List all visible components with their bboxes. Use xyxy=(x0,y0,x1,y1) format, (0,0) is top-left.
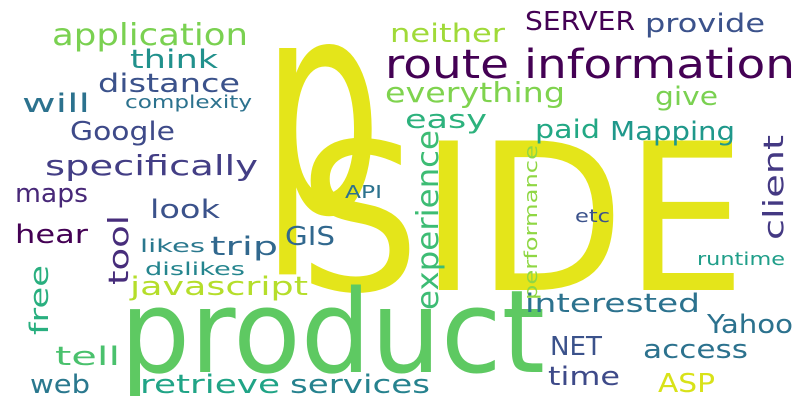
word: ASP xyxy=(658,369,715,399)
word: complexity xyxy=(125,92,252,113)
word: NET xyxy=(550,332,602,362)
word: maps xyxy=(15,179,88,209)
word: GIS xyxy=(285,222,335,252)
word: retrieve xyxy=(140,370,280,400)
word: tool xyxy=(102,215,135,285)
word: performance xyxy=(521,145,542,300)
word: will xyxy=(22,89,90,119)
word: distance xyxy=(98,69,240,99)
word: time xyxy=(548,362,620,392)
word: runtime xyxy=(697,249,785,270)
word: access xyxy=(643,335,748,365)
word: Google xyxy=(70,117,175,147)
word: Yahoo xyxy=(706,310,793,340)
word: everything xyxy=(385,76,565,109)
word: javascript xyxy=(129,272,308,302)
word: specifically xyxy=(45,149,258,182)
word: paid xyxy=(535,115,600,145)
word: client xyxy=(757,135,790,240)
word: route information xyxy=(385,42,795,88)
word: Mapping xyxy=(610,117,735,147)
word: product xyxy=(120,266,545,400)
word: hear xyxy=(15,220,88,250)
word: API xyxy=(345,182,382,203)
word: interested xyxy=(525,289,700,319)
word: give xyxy=(655,82,718,112)
word: trip xyxy=(210,232,278,262)
word: web xyxy=(30,370,90,400)
word: neither xyxy=(390,19,505,49)
word: services xyxy=(290,370,430,400)
word: SIDE xyxy=(298,101,746,339)
word: application xyxy=(52,18,248,53)
word: SERVER xyxy=(525,7,635,37)
word: think xyxy=(130,45,218,75)
word: free xyxy=(25,265,55,335)
word: easy xyxy=(405,105,487,135)
word: experience xyxy=(411,130,446,310)
word: tell xyxy=(55,342,120,372)
word: p xyxy=(262,0,382,283)
word: dislikes xyxy=(145,259,245,280)
word: etc xyxy=(575,206,610,227)
word: look xyxy=(150,195,220,225)
word: likes xyxy=(140,236,205,257)
word: provide xyxy=(645,9,765,39)
